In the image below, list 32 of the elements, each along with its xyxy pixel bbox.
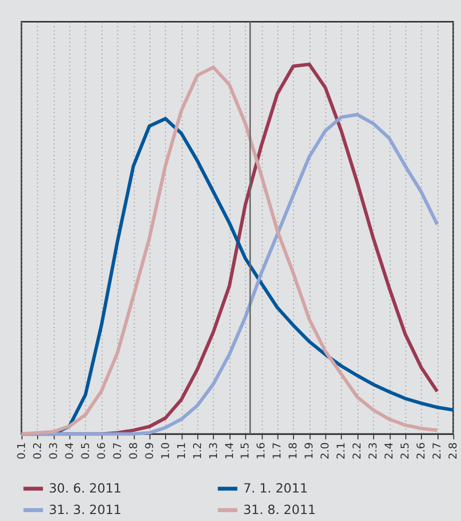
legend-label: 30. 6. 2011 [48,480,122,496]
legend-label: 31. 8. 2011 [243,502,316,518]
x-tick-label: 1.9 [302,442,316,460]
x-tick-label: 2.3 [366,442,380,460]
x-tick-label: 1.0 [158,442,172,460]
x-tick-label: 0.3 [46,442,60,460]
x-tick-label: 2.7 [430,442,444,460]
x-tick-label: 0.6 [94,442,108,460]
x-tick-label: 2.8 [446,442,460,460]
x-tick-label: 1.2 [190,442,204,460]
x-tick-label: 1.4 [222,442,236,460]
x-tick-label: 0.1 [14,442,28,460]
x-tick-label: 2.5 [398,442,412,460]
x-tick-label: 0.7 [110,442,124,460]
x-tick-label: 2.0 [318,442,332,460]
x-tick-label: 0.5 [78,442,92,460]
legend-label: 31. 3. 2011 [48,502,122,518]
x-tick-label: 1.1 [174,442,188,460]
x-tick-label: 1.3 [206,442,220,460]
x-tick-label: 0.4 [62,442,76,460]
legend-label: 7. 1. 2011 [243,480,308,496]
x-tick-label: 1.7 [270,442,284,460]
x-tick-label: 2.2 [350,442,364,460]
x-tick-label: 0.9 [142,442,156,460]
x-tick-label: 2.6 [414,442,428,460]
x-tick-label: 0.8 [126,442,140,460]
x-tick-label: 0.2 [30,442,44,460]
x-tick-label: 2.4 [382,442,396,460]
x-tick-label: 1.6 [254,442,268,460]
x-tick-label: 1.5 [238,442,252,460]
x-tick-label: 2.1 [334,442,348,460]
x-tick-label: 1.8 [286,442,300,460]
